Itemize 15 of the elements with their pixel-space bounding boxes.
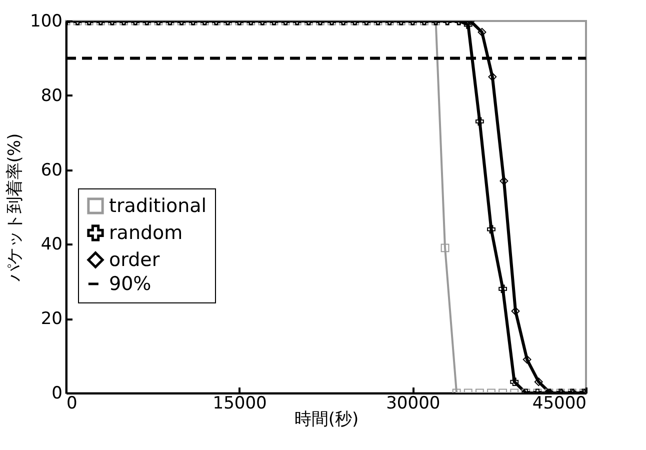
x-tick-label: 45000 — [532, 394, 586, 414]
y-tick-label: 60 — [40, 160, 62, 180]
legend-label: 90% — [109, 272, 152, 295]
y-tick-label: 40 — [40, 234, 62, 255]
legend-label: traditional — [109, 194, 207, 217]
x-tick-label: 30000 — [386, 394, 440, 414]
y-tick-label: 80 — [40, 86, 62, 106]
x-tick-label: 15000 — [212, 394, 267, 414]
legend-label: random — [109, 222, 183, 244]
y-tick-label: 20 — [40, 309, 62, 330]
legend-label: order — [109, 248, 160, 271]
y-axis-title: パケット到着率(%) — [5, 133, 26, 283]
y-tick-label: 100 — [30, 12, 62, 32]
x-tick-label: 0 — [66, 394, 78, 414]
x-axis-title: 時間(秒) — [294, 410, 359, 430]
